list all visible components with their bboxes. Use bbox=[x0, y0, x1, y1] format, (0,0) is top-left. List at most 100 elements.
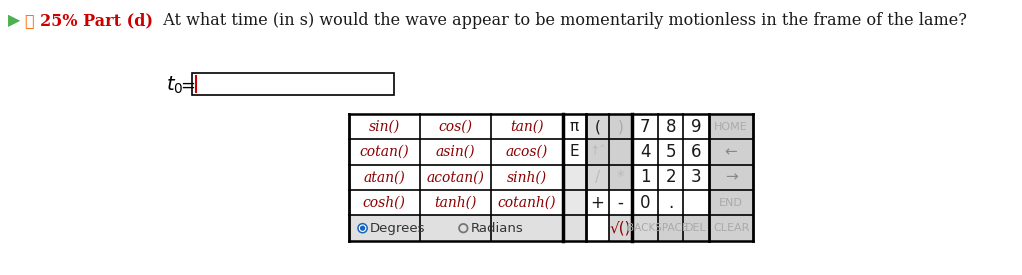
Text: asin(): asin() bbox=[435, 145, 475, 159]
Bar bbox=[349, 114, 420, 139]
Text: π: π bbox=[569, 119, 578, 134]
Text: /: / bbox=[595, 170, 600, 185]
Text: 1: 1 bbox=[640, 168, 650, 186]
Bar bbox=[709, 216, 753, 241]
Bar bbox=[658, 216, 684, 241]
Bar bbox=[562, 165, 586, 190]
Bar bbox=[586, 139, 609, 165]
Bar bbox=[492, 114, 562, 139]
Text: 3: 3 bbox=[691, 168, 701, 186]
Text: 8: 8 bbox=[665, 117, 676, 136]
Text: cosh(): cosh() bbox=[363, 196, 406, 210]
Text: cotan(): cotan() bbox=[360, 145, 409, 159]
Bar bbox=[562, 114, 586, 139]
Bar bbox=[562, 139, 586, 165]
Text: ←: ← bbox=[725, 144, 738, 159]
Text: 0: 0 bbox=[640, 194, 650, 212]
Text: .: . bbox=[668, 194, 673, 212]
Text: 25% Part (d): 25% Part (d) bbox=[40, 12, 153, 29]
Bar bbox=[420, 114, 492, 139]
Text: 4: 4 bbox=[640, 143, 650, 161]
Bar bbox=[684, 165, 709, 190]
Bar bbox=[633, 216, 658, 241]
Text: BACKSPACE: BACKSPACE bbox=[628, 223, 689, 233]
Text: HOME: HOME bbox=[714, 122, 748, 131]
Text: 7: 7 bbox=[640, 117, 650, 136]
Text: Radians: Radians bbox=[470, 222, 523, 235]
Circle shape bbox=[358, 224, 367, 233]
Text: 5: 5 bbox=[665, 143, 676, 161]
Bar bbox=[684, 190, 709, 216]
Text: *: * bbox=[617, 170, 624, 185]
Bar bbox=[586, 216, 609, 241]
Bar bbox=[609, 190, 633, 216]
Bar bbox=[709, 139, 753, 165]
Bar bbox=[609, 216, 633, 241]
Bar bbox=[420, 165, 492, 190]
Text: 6: 6 bbox=[691, 143, 701, 161]
Text: At what time (in s) would the wave appear to be momentarily motionless in the fr: At what time (in s) would the wave appea… bbox=[153, 12, 967, 29]
Bar bbox=[562, 190, 586, 216]
Text: √(): √() bbox=[610, 221, 632, 236]
Bar bbox=[684, 216, 709, 241]
Bar bbox=[586, 114, 609, 139]
Text: Degrees: Degrees bbox=[370, 222, 425, 235]
Bar bbox=[609, 114, 633, 139]
Bar bbox=[420, 139, 492, 165]
Text: E: E bbox=[569, 144, 578, 159]
Text: -: - bbox=[617, 194, 623, 212]
Bar bbox=[492, 190, 562, 216]
Bar bbox=[192, 73, 393, 95]
Text: ↑ˆ: ↑ˆ bbox=[589, 145, 606, 158]
Text: DEL: DEL bbox=[686, 223, 707, 233]
Bar bbox=[684, 139, 709, 165]
Text: END: END bbox=[719, 198, 743, 208]
Text: 2: 2 bbox=[665, 168, 676, 186]
Bar bbox=[658, 114, 684, 139]
Text: sinh(): sinh() bbox=[507, 170, 547, 184]
Bar bbox=[492, 165, 562, 190]
Bar bbox=[586, 190, 609, 216]
Text: atan(): atan() bbox=[364, 170, 405, 184]
Text: tanh(): tanh() bbox=[434, 196, 476, 210]
Bar bbox=[709, 190, 753, 216]
Bar bbox=[492, 216, 562, 241]
Bar bbox=[349, 165, 420, 190]
Bar bbox=[709, 114, 753, 139]
Text: cos(): cos() bbox=[438, 120, 472, 134]
Text: ): ) bbox=[617, 119, 623, 134]
Bar bbox=[609, 165, 633, 190]
Bar bbox=[633, 114, 658, 139]
Text: acos(): acos() bbox=[506, 145, 548, 159]
Bar bbox=[684, 114, 709, 139]
Bar bbox=[349, 139, 420, 165]
Bar bbox=[709, 165, 753, 190]
Bar bbox=[658, 190, 684, 216]
Text: acotan(): acotan() bbox=[426, 170, 484, 184]
Text: (: ( bbox=[595, 119, 600, 134]
Bar bbox=[633, 190, 658, 216]
Bar bbox=[609, 139, 633, 165]
Text: ▶: ▶ bbox=[8, 12, 26, 29]
Circle shape bbox=[361, 226, 365, 230]
Text: $t_0$: $t_0$ bbox=[167, 75, 184, 96]
Bar bbox=[349, 190, 420, 216]
Bar bbox=[562, 216, 586, 241]
Text: cotanh(): cotanh() bbox=[498, 196, 556, 210]
Bar bbox=[420, 190, 492, 216]
Bar bbox=[349, 216, 420, 241]
Bar bbox=[492, 139, 562, 165]
Bar bbox=[586, 165, 609, 190]
Text: tan(): tan() bbox=[510, 120, 544, 134]
Text: sin(): sin() bbox=[369, 120, 400, 134]
Bar bbox=[658, 165, 684, 190]
Text: 9: 9 bbox=[691, 117, 701, 136]
Text: =: = bbox=[181, 76, 195, 94]
Text: →: → bbox=[725, 170, 738, 185]
Circle shape bbox=[360, 225, 366, 231]
Bar bbox=[420, 216, 492, 241]
Bar bbox=[658, 139, 684, 165]
Bar bbox=[633, 165, 658, 190]
Text: +: + bbox=[591, 194, 604, 212]
Bar bbox=[633, 139, 658, 165]
